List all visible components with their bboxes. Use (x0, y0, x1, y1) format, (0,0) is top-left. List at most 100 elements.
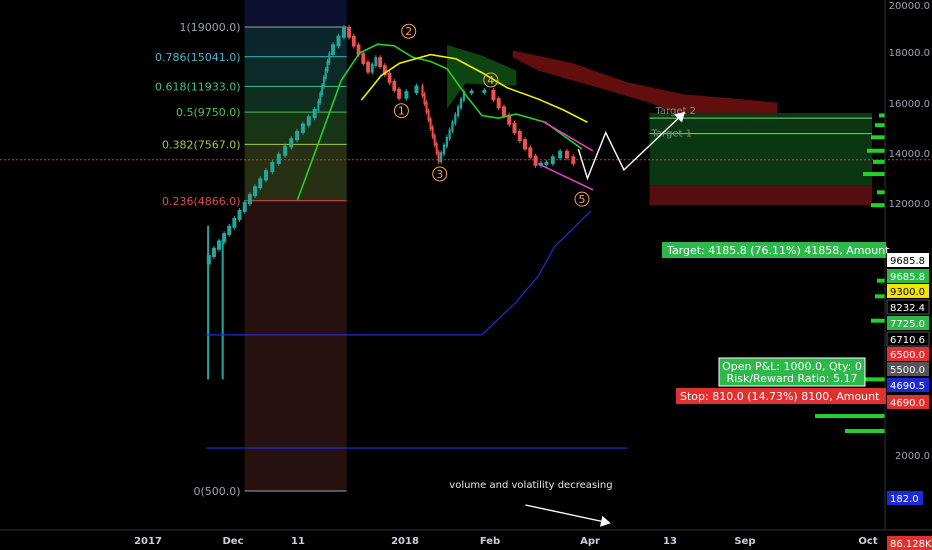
candle-74 (544, 161, 549, 165)
price-badge-bg-1 (887, 269, 929, 283)
volume-profile-bar-10 (871, 318, 885, 323)
loss-zone (649, 185, 872, 206)
candle-49 (431, 126, 434, 138)
candle-55 (445, 136, 448, 147)
wave-circle-1 (393, 103, 409, 119)
fib-zone (244, 86, 347, 113)
candle-34 (366, 61, 370, 73)
price-badge-5: 6710.6 (890, 335, 925, 346)
stop-text: Stop: 810.0 (14.73%) 8100, Amount (680, 390, 880, 403)
candle-52 (437, 151, 440, 162)
price-axis-label-2: 16000.0 (889, 99, 930, 110)
price-badge-6: 6500.0 (890, 350, 925, 361)
price-badge-bg-0 (887, 253, 929, 267)
candle-58 (454, 114, 457, 124)
price-badge-8: 4690.5 (890, 381, 925, 392)
volume-profile-bar-0 (879, 113, 885, 118)
price-badge-bg-9 (887, 395, 929, 409)
cloud-red (512, 50, 778, 124)
cloud-green (447, 44, 517, 109)
candle-77 (564, 150, 569, 159)
price-badge-7: 5500.0 (890, 365, 925, 376)
profit-zone (649, 112, 872, 186)
target-text: Target: 4185.8 (76.11%) 41858, Amount (666, 244, 890, 257)
volume-profile-bar-6 (877, 190, 885, 195)
fib-level-label: 0.236(4866.0) (162, 195, 241, 208)
candle-10 (258, 178, 263, 189)
candle-76 (558, 150, 563, 159)
candle-72 (533, 155, 538, 166)
candle-17 (300, 123, 305, 133)
price-badge-1: 9685.8 (890, 272, 925, 283)
price-badge-0: 9685.8 (890, 256, 925, 267)
volume-profile-bar-14 (845, 429, 885, 434)
candle-66 (501, 106, 506, 117)
pnl-text: Open P&L: 1000.0, Qty: 0 (722, 360, 862, 373)
volume-profile-bar-4 (873, 159, 885, 164)
time-axis-label-0: 2017 (134, 536, 162, 547)
candle-21 (319, 92, 322, 103)
price-badge-bg-8 (887, 378, 929, 392)
candle-22 (321, 84, 324, 95)
target2-label: Target 2 (654, 106, 695, 117)
candle-26 (328, 52, 331, 63)
price-badge-9: 4690.0 (890, 398, 925, 409)
price-badge-bg-6 (887, 347, 929, 361)
note-arrow (525, 504, 611, 527)
time-axis-label-7: Sep (734, 536, 755, 547)
candle-3 (222, 233, 227, 243)
ma-fast-line (296, 43, 583, 201)
candle-50 (433, 135, 436, 146)
candle-36 (374, 57, 378, 66)
price-badge-bg-3 (886, 299, 930, 315)
price-badge-bg-7 (887, 362, 929, 376)
candle-11 (263, 170, 268, 181)
volume-profile-bar-5 (863, 172, 885, 177)
fib-level-label: 0.382(7567.0) (162, 138, 241, 151)
candle-61 (462, 91, 465, 101)
candle-43 (414, 85, 419, 94)
candle-46 (425, 102, 428, 113)
stop-box (676, 388, 886, 404)
candle-32 (356, 44, 361, 56)
price-badge-10: 182.0 (890, 494, 919, 505)
candle-16 (295, 130, 300, 141)
price-axis-label-5: 2000.0 (895, 451, 930, 462)
price-badge-bg-2 (887, 284, 929, 298)
wedge-upper-line (541, 120, 594, 152)
candle-12 (270, 161, 275, 173)
candle-39 (387, 72, 392, 83)
price-badge-2: 9300.0 (890, 287, 925, 298)
candle-42 (404, 91, 409, 99)
candle-20 (317, 100, 320, 111)
pnl-box (718, 357, 866, 387)
candle-44 (421, 85, 424, 96)
wave-circle-4 (483, 72, 499, 88)
volume-profile-bar-8 (877, 278, 885, 283)
volume-profile-bar-7 (871, 203, 885, 208)
candle-27 (331, 44, 336, 55)
candle-35 (370, 63, 374, 73)
fib-level-label: 0.618(11933.0) (155, 80, 241, 93)
wave-label-1: 1 (398, 105, 405, 118)
time-axis-label-5: Apr (580, 536, 600, 547)
volume-profile-bar-2 (871, 135, 885, 140)
candle-1 (211, 247, 216, 258)
price-axis-label-4: 12000.0 (889, 199, 930, 210)
candle-4 (227, 225, 232, 236)
candle-18 (306, 116, 311, 126)
fib-level-label: 0.786(15041.0) (155, 51, 241, 64)
volume-profile-bar-13 (815, 414, 885, 419)
price-axis-label-0: 20000.0 (889, 1, 930, 12)
candle-68 (512, 122, 517, 133)
projection-arrow (577, 111, 686, 181)
fib-zone (244, 144, 347, 201)
candle-51 (435, 143, 438, 154)
fib-level-label: 0(500.0) (193, 485, 240, 498)
volatility-line (206, 210, 592, 336)
volume-profile-bar-3 (867, 148, 885, 153)
candle-33 (361, 53, 366, 64)
candle-5 (232, 217, 237, 228)
